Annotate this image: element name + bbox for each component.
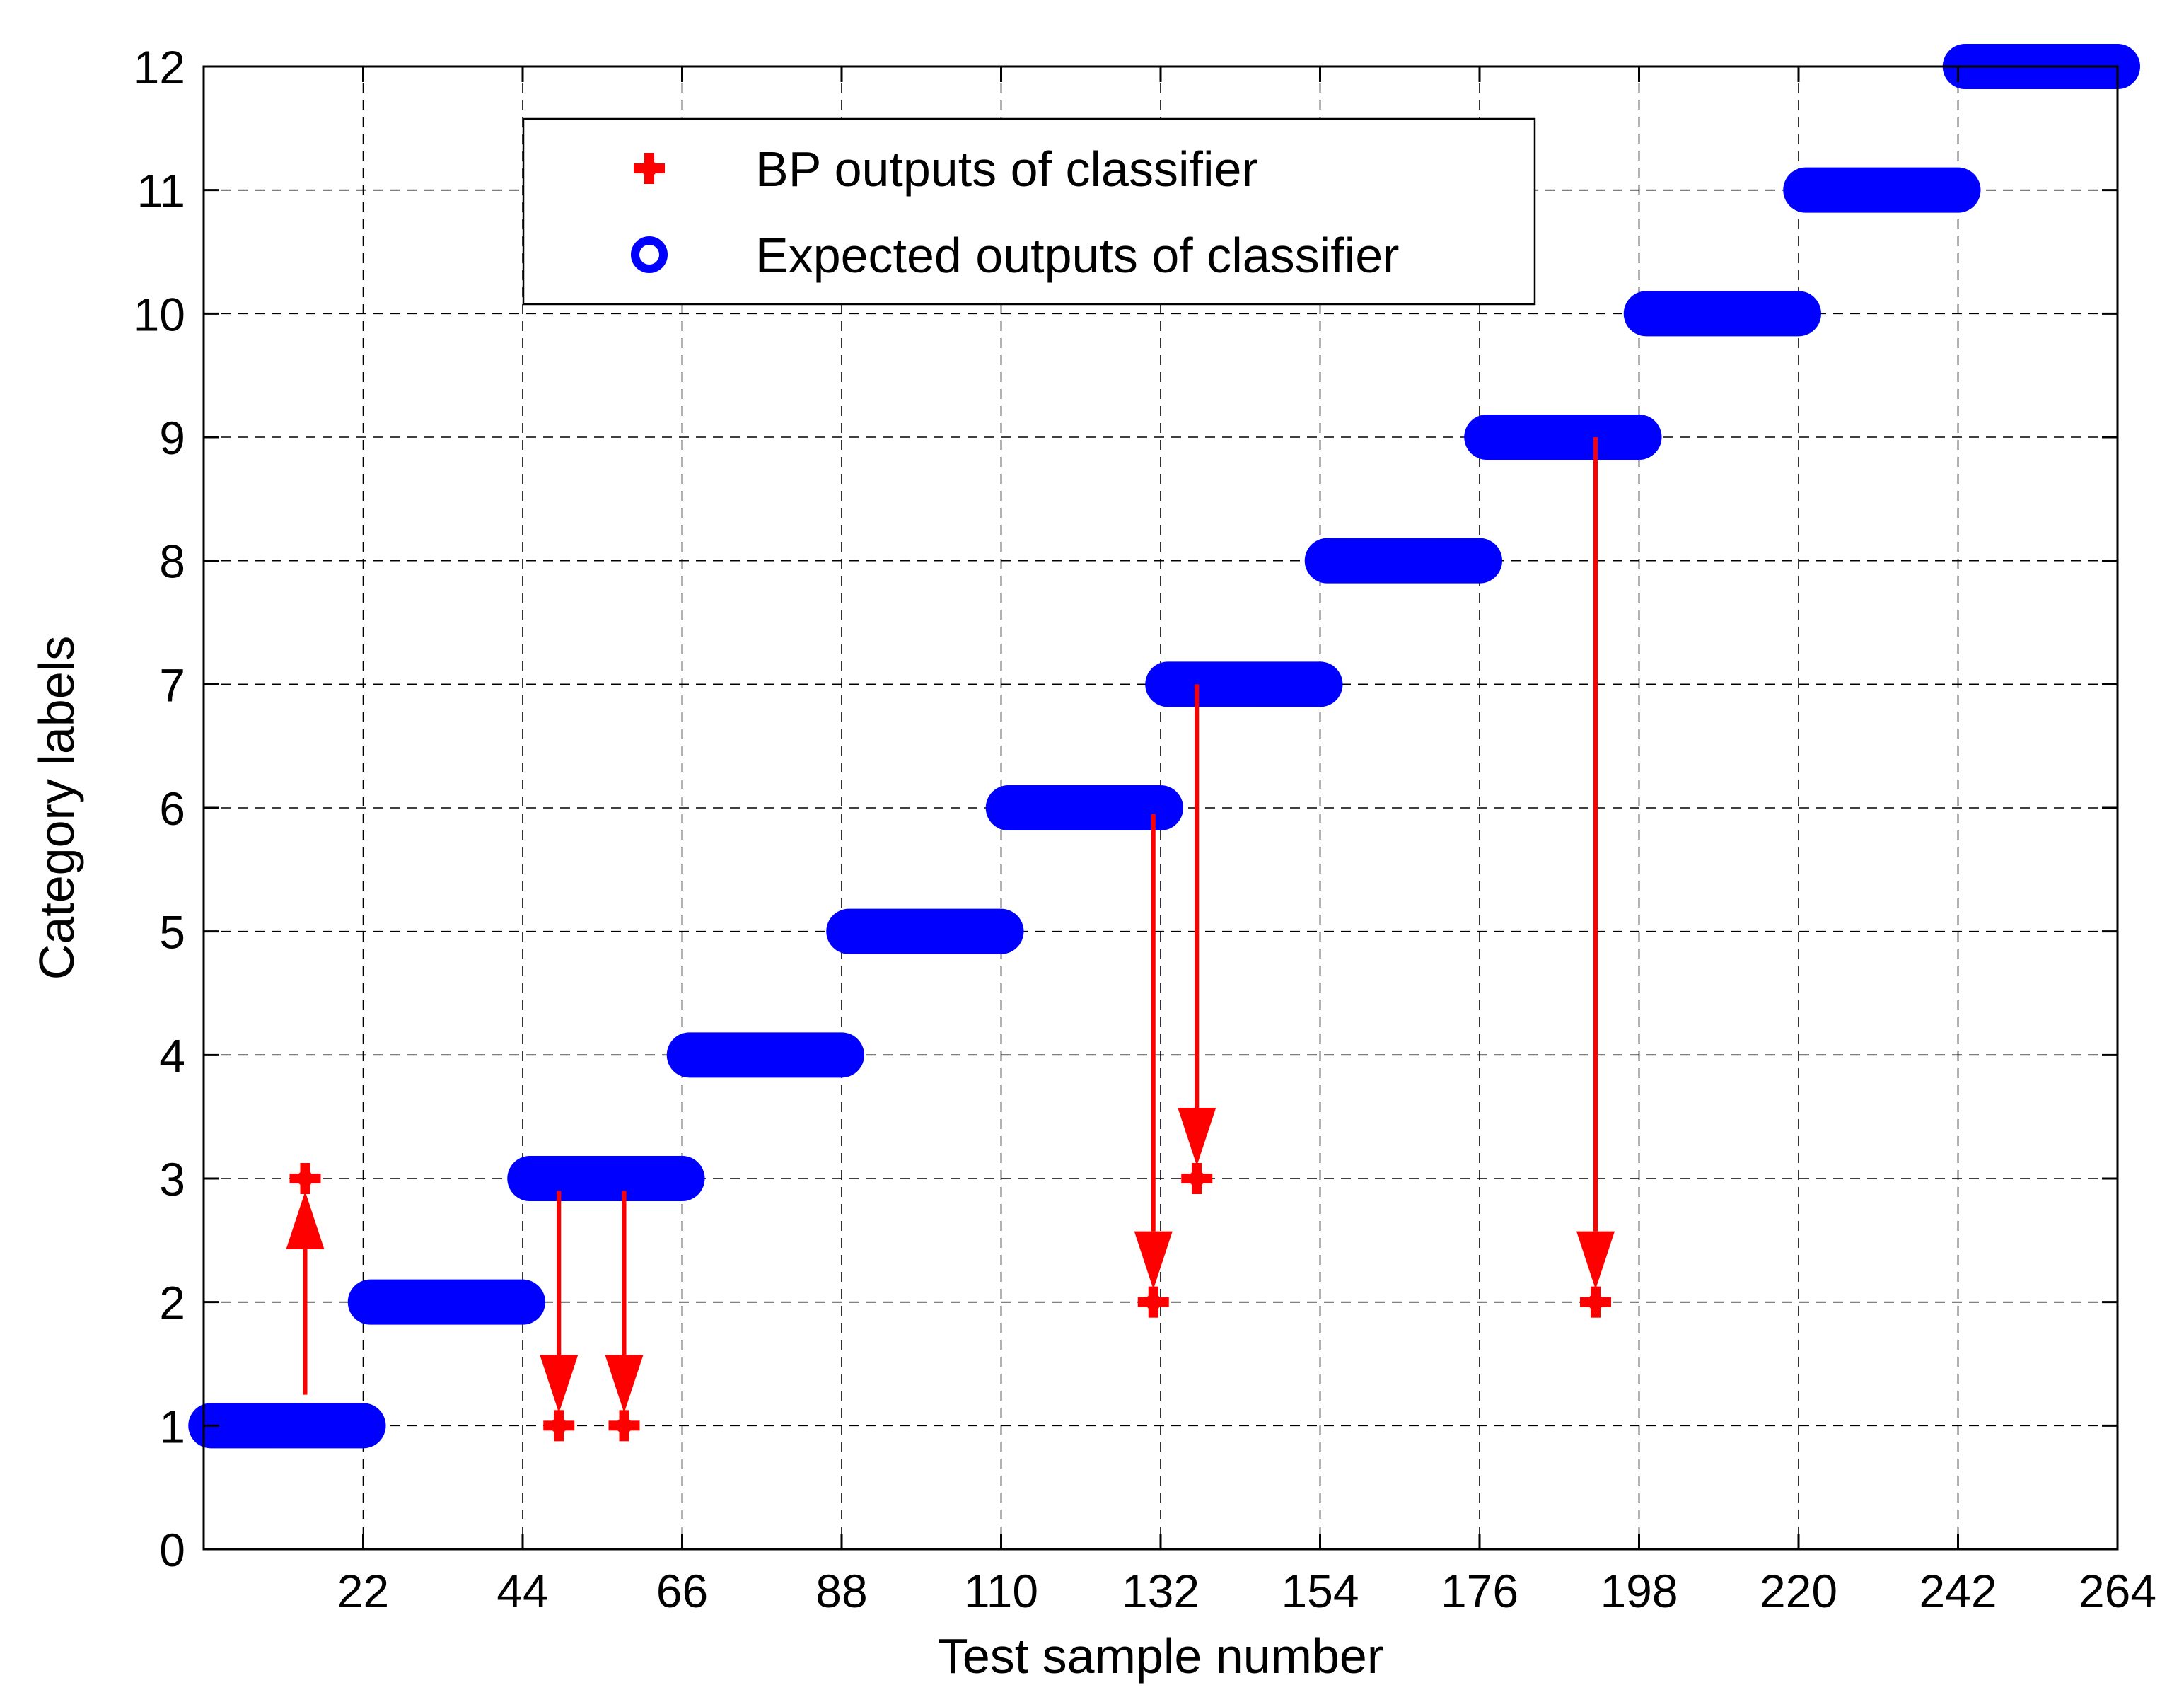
x-tick-label: 154	[1281, 1565, 1359, 1617]
x-tick-label: 44	[496, 1565, 548, 1617]
bp-output-point	[608, 1410, 640, 1442]
y-tick-label: 7	[159, 659, 185, 711]
y-tick-label: 3	[159, 1153, 185, 1205]
y-tick-label: 4	[159, 1029, 185, 1082]
bp-output-point	[543, 1410, 575, 1442]
x-tick-label: 132	[1122, 1565, 1200, 1617]
y-tick-label: 2	[159, 1277, 185, 1329]
arrow-head	[1576, 1231, 1615, 1290]
bp-outputs-series	[289, 1163, 1611, 1442]
bp-output-point	[1181, 1163, 1213, 1194]
legend-label-bp-outputs: BP outputs of classifier	[755, 141, 1258, 197]
y-tick-label: 11	[136, 165, 185, 217]
arrow-head	[1134, 1231, 1173, 1290]
y-axis-label: Category labels	[29, 636, 84, 980]
arrow-head	[286, 1191, 325, 1249]
legend-red-marker	[634, 153, 665, 184]
y-tick-label: 5	[159, 906, 185, 959]
x-tick-label: 264	[2079, 1565, 2156, 1617]
y-tick-label: 9	[159, 412, 185, 464]
legend-box	[522, 117, 1536, 306]
y-tick-label: 10	[134, 288, 185, 340]
arrow-head	[1178, 1108, 1216, 1166]
legend-marker-expected-outputs	[631, 236, 668, 273]
legend-label-expected-outputs: Expected outputs of classifier	[755, 228, 1399, 283]
x-tick-label: 110	[964, 1565, 1038, 1617]
bp-output-point	[1137, 1286, 1169, 1318]
legend-marker-bp-outputs	[634, 153, 665, 184]
y-tick-label: 0	[159, 1524, 185, 1576]
x-axis-label: Test sample number	[938, 1628, 1383, 1684]
axis-ticks: 22 44 66 88 110 132 154 176 198 220 242 26401234567…	[134, 41, 2156, 1617]
x-tick-label: 22	[337, 1565, 389, 1617]
x-tick-label: 198	[1600, 1565, 1678, 1617]
y-tick-label: 8	[159, 536, 185, 588]
misclassification-arrows	[286, 437, 1615, 1413]
x-tick-label: 66	[656, 1565, 708, 1617]
bp-output-point	[1580, 1286, 1611, 1318]
arrow-head	[540, 1355, 579, 1413]
legend: BP outputs of classifier Expected output…	[522, 117, 1536, 306]
x-tick-label: 88	[815, 1565, 867, 1617]
x-tick-label: 176	[1441, 1565, 1518, 1617]
legend-blue-marker	[631, 236, 668, 273]
x-tick-label: 220	[1760, 1565, 1837, 1617]
arrow-head	[605, 1355, 644, 1413]
x-tick-label: 242	[1919, 1565, 1997, 1617]
y-tick-label: 6	[159, 782, 185, 835]
bp-output-point	[289, 1163, 321, 1194]
y-tick-label: 12	[134, 41, 185, 93]
y-tick-label: 1	[159, 1400, 185, 1452]
